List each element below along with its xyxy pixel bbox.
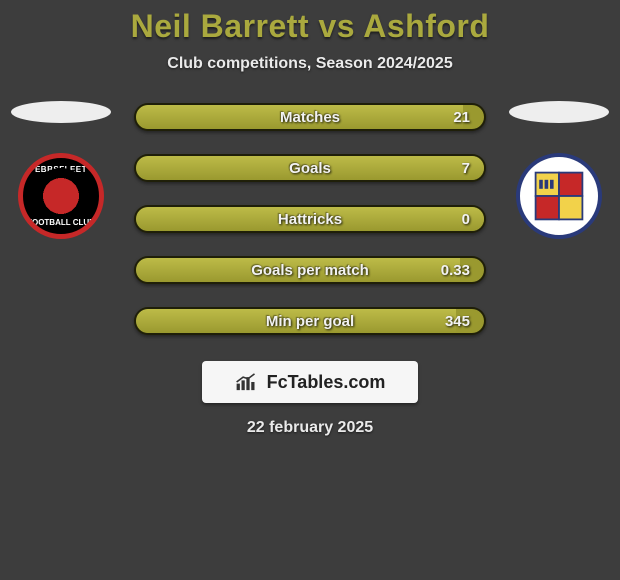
- stat-bar: Hattricks0: [134, 205, 486, 233]
- comparison-card: Neil Barrett vs Ashford Club competition…: [0, 0, 620, 437]
- player-a-avatar-placeholder: [11, 101, 111, 123]
- bar-chart-icon: [235, 372, 261, 392]
- stat-value: 345: [445, 313, 470, 330]
- stat-bar: Matches21: [134, 103, 486, 131]
- left-player-col: EBBSFLEET UNITED FOOTBALL CLUB: [6, 101, 116, 239]
- main-row: EBBSFLEET UNITED FOOTBALL CLUB Matches21…: [0, 101, 620, 335]
- player-b-avatar-placeholder: [509, 101, 609, 123]
- stat-value: 21: [453, 109, 470, 126]
- date-text: 22 february 2025: [0, 419, 620, 437]
- stat-label: Goals per match: [136, 262, 484, 279]
- stat-label: Goals: [136, 160, 484, 177]
- right-player-col: [504, 101, 614, 239]
- club-a-name-bottom: FOOTBALL CLUB: [23, 218, 99, 227]
- stat-bar: Goals per match0.33: [134, 256, 486, 284]
- club-a-crest-inner: [33, 168, 89, 224]
- stat-bar: Min per goal345: [134, 307, 486, 335]
- brand-text: FcTables.com: [267, 372, 386, 393]
- stat-value: 7: [462, 160, 470, 177]
- stat-bar: Goals7: [134, 154, 486, 182]
- stat-label: Hattricks: [136, 211, 484, 228]
- subtitle: Club competitions, Season 2024/2025: [0, 55, 620, 73]
- stat-label: Matches: [136, 109, 484, 126]
- club-b-crest: [516, 153, 602, 239]
- page-title: Neil Barrett vs Ashford: [0, 8, 620, 45]
- club-b-shield: [532, 169, 586, 223]
- stat-value: 0.33: [441, 262, 470, 279]
- stat-label: Min per goal: [136, 313, 484, 330]
- stat-value: 0: [462, 211, 470, 228]
- brand-badge: FcTables.com: [202, 361, 418, 403]
- club-a-crest: EBBSFLEET UNITED FOOTBALL CLUB: [18, 153, 104, 239]
- stats-bars: Matches21 Goals7 Hattricks0 Goals per match…: [134, 101, 486, 335]
